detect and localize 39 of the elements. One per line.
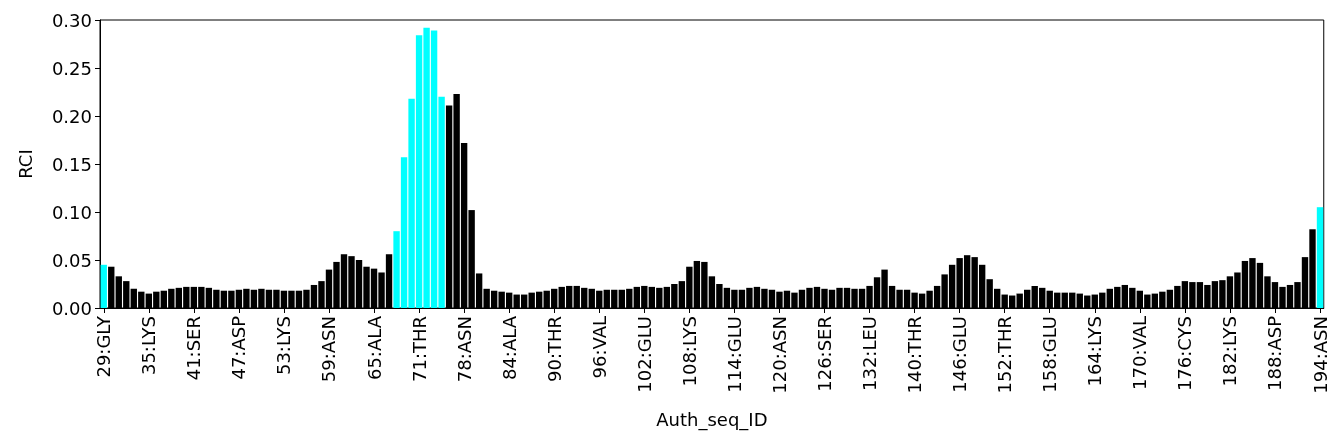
x-tick-label: 96:VAL bbox=[588, 316, 610, 379]
y-tick-label: 0.10 bbox=[51, 201, 92, 223]
x-tick-label: 188:ASP bbox=[1264, 315, 1286, 392]
x-tick-label: 78:ASN bbox=[453, 316, 475, 383]
x-tick-label: 140:THR bbox=[904, 316, 926, 394]
x-tick-label: 182:LYS bbox=[1219, 316, 1241, 387]
x-tick-label: 132:LEU bbox=[859, 316, 881, 391]
x-tick-label: 59:ASN bbox=[318, 316, 340, 383]
x-tick-label: 170:VAL bbox=[1129, 316, 1151, 390]
y-tick-label: 0.20 bbox=[51, 105, 92, 127]
x-tick-label: 35:LYS bbox=[138, 316, 160, 376]
bar bbox=[1316, 207, 1324, 308]
x-tick-label: 146:GLU bbox=[949, 316, 971, 393]
y-tick-label: 0.15 bbox=[51, 153, 92, 175]
x-tick-label: 53:LYS bbox=[273, 316, 295, 376]
x-tick-label: 102:GLU bbox=[633, 316, 655, 393]
x-tick-label: 71:THR bbox=[408, 316, 430, 383]
x-tick-label: 65:ALA bbox=[363, 315, 385, 381]
x-tick-label: 126:SER bbox=[814, 316, 835, 392]
y-tick-label: 0.05 bbox=[51, 249, 92, 271]
x-tick-label: 152:THR bbox=[994, 316, 1016, 394]
x-tick-label: 90:THR bbox=[543, 316, 565, 383]
x-tick-label: 108:LYS bbox=[678, 316, 700, 387]
x-tick-label: 47:ASP bbox=[228, 315, 250, 380]
x-tick-label: 41:SER bbox=[183, 316, 205, 381]
y-tick-label: 0.30 bbox=[51, 9, 92, 31]
x-tick-label: 158:GLU bbox=[1039, 316, 1061, 393]
x-tick-label: 114:GLU bbox=[723, 316, 745, 393]
bar bbox=[100, 264, 107, 308]
y-tick-label: 0.00 bbox=[51, 297, 92, 319]
x-tick-label: 84:ALA bbox=[498, 315, 520, 381]
x-tick-label: 164:LYS bbox=[1084, 316, 1106, 387]
x-tick-label: 194:ASN bbox=[1309, 316, 1331, 394]
x-tick-label: 120:ASN bbox=[768, 316, 790, 394]
y-axis-title: RCI bbox=[14, 149, 36, 179]
x-axis-title: Auth_seq_ID bbox=[656, 408, 768, 431]
y-tick-label: 0.25 bbox=[51, 57, 92, 79]
x-tick-label: 29:GLY bbox=[93, 315, 115, 378]
x-tick-label: 176:CYS bbox=[1174, 316, 1196, 392]
